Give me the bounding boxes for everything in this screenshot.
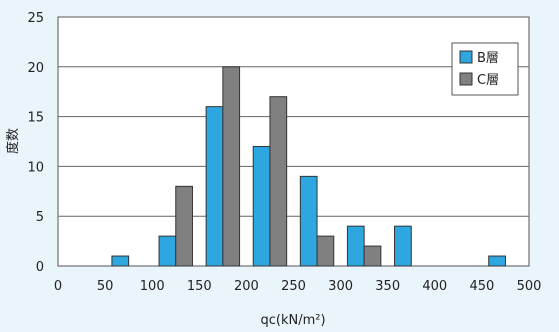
x-tick-label: 50: [97, 279, 114, 294]
y-tick-labels: 0 5 10 15 20 25: [27, 11, 44, 275]
bar-b: [158, 235, 177, 267]
x-tick-label: 200: [234, 279, 259, 294]
y-tick-label: 5: [36, 210, 44, 225]
plot-area: [57, 16, 530, 267]
bars: [111, 66, 506, 267]
x-tick-label: 100: [140, 279, 165, 294]
x-tick-label: 500: [517, 279, 542, 294]
legend: B層 C層: [451, 42, 519, 96]
y-tick-label: 10: [27, 160, 44, 175]
legend-label-b: B層: [477, 51, 499, 66]
bar-c: [269, 96, 288, 267]
bar-c: [316, 235, 335, 267]
x-tick-labels: 0 50 100 150 200 250 300 350 400 450 500: [54, 279, 542, 294]
y-tick-label: 20: [27, 61, 44, 76]
x-tick-label: 300: [328, 279, 353, 294]
bar-b: [205, 106, 224, 267]
bar-b: [346, 225, 365, 267]
legend-swatch-c: [459, 72, 473, 86]
bar-c: [222, 66, 241, 267]
x-tick-label: 450: [469, 279, 494, 294]
bar-b: [299, 175, 318, 267]
x-axis-label: qc(kN/m²): [260, 313, 325, 328]
bar-b: [252, 145, 271, 267]
bar-c: [363, 245, 382, 267]
legend-swatch-b: [459, 50, 473, 64]
x-tick-label: 350: [375, 279, 400, 294]
bar-b: [111, 255, 130, 267]
bar-b: [394, 225, 412, 267]
bar-c: [175, 185, 193, 267]
x-tick-label: 0: [54, 279, 62, 294]
y-tick-label: 0: [36, 260, 44, 275]
bar-b: [488, 255, 506, 267]
x-tick-label: 400: [422, 279, 447, 294]
grid-lines: [58, 66, 529, 217]
y-tick-label: 15: [27, 111, 44, 126]
y-tick-label: 25: [27, 11, 44, 26]
x-tick-label: 250: [281, 279, 306, 294]
legend-label-c: C層: [477, 73, 499, 88]
x-tick-label: 150: [187, 279, 212, 294]
y-axis-label: 度数: [5, 128, 21, 154]
